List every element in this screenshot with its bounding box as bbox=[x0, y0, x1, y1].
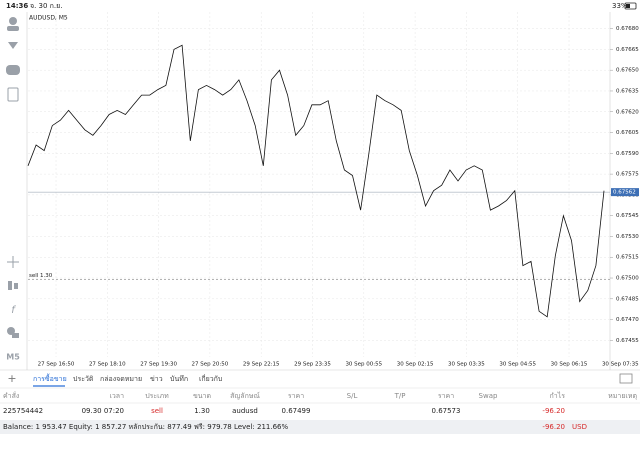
table-cell: audusd bbox=[232, 407, 258, 415]
footer-profit: -96.20 bbox=[542, 423, 565, 431]
candles-icon[interactable] bbox=[8, 281, 12, 290]
table-cell: 0.67499 bbox=[282, 407, 311, 415]
x-tick-label: 30 Sep 00:55 bbox=[345, 362, 382, 368]
x-tick-label: 27 Sep 19:30 bbox=[140, 362, 177, 368]
footer-summary: Balance: 1 953.47 Equity: 1 857.27 หลักป… bbox=[3, 423, 289, 431]
y-tick-label: 0.67470 bbox=[616, 317, 639, 323]
x-tick-label: 30 Sep 02:15 bbox=[397, 362, 434, 368]
table-header: ประเภท bbox=[145, 392, 169, 400]
y-tick-label: 0.67665 bbox=[616, 47, 639, 53]
tab[interactable]: ประวัติ bbox=[73, 375, 94, 383]
tab[interactable]: เกี่ยวกับ bbox=[199, 374, 222, 383]
crosshair-icon[interactable] bbox=[7, 256, 19, 268]
x-tick-label: 29 Sep 23:35 bbox=[294, 362, 331, 368]
indicator-icon[interactable]: f bbox=[11, 305, 16, 316]
status-battery: 33% bbox=[612, 2, 628, 10]
table-header: Swap bbox=[479, 392, 498, 400]
current-price-label: 0.67562 bbox=[613, 190, 636, 196]
table-header: ราคา bbox=[288, 392, 304, 400]
tab[interactable]: บันทึก bbox=[170, 374, 188, 383]
price-line bbox=[27, 44, 605, 318]
y-tick-label: 0.67590 bbox=[616, 151, 639, 157]
footer-band bbox=[0, 420, 640, 434]
x-tick-label: 30 Sep 06:15 bbox=[551, 362, 588, 368]
table-cell: sell bbox=[151, 407, 163, 415]
y-tick-label: 0.67620 bbox=[616, 109, 639, 115]
table-header: คำสั่ง bbox=[3, 391, 19, 400]
add-button[interactable]: + bbox=[7, 372, 16, 385]
table-cell: 0.67573 bbox=[432, 407, 461, 415]
x-tick-label: 30 Sep 04:55 bbox=[499, 362, 536, 368]
tab[interactable]: ข่าว bbox=[150, 375, 163, 383]
table-header: กำไร bbox=[550, 391, 566, 400]
account-icon-body bbox=[7, 26, 19, 31]
y-tick-label: 0.67455 bbox=[616, 338, 639, 344]
objects-icon-2 bbox=[12, 333, 19, 338]
footer-currency: USD bbox=[572, 423, 587, 431]
y-tick-label: 0.67545 bbox=[616, 213, 639, 219]
current-price-box bbox=[611, 188, 639, 197]
left-toolbar: f M5 bbox=[6, 17, 20, 362]
table-header: S/L bbox=[347, 392, 358, 400]
x-tick-label: 30 Sep 03:35 bbox=[448, 362, 485, 368]
table-cell: 1.30 bbox=[194, 407, 210, 415]
x-tick-label: 30 Sep 07:35 bbox=[602, 362, 639, 368]
tab[interactable]: การซื้อขาย bbox=[33, 372, 67, 383]
x-tick-label: 27 Sep 18:10 bbox=[89, 362, 126, 368]
order-line-label: sell 1.30 bbox=[29, 273, 53, 279]
status-time: 14:36 bbox=[6, 2, 28, 10]
orders-table: คำสั่ง เวลา ประเภท ขนาด สัญลักษณ์ ราคา S/L T/P ร… bbox=[0, 391, 640, 415]
layout-button[interactable] bbox=[619, 373, 633, 384]
table-cell: 09.30 07:20 bbox=[82, 407, 124, 415]
table-header: หมายเหตุ bbox=[608, 392, 637, 400]
chat-icon[interactable] bbox=[6, 65, 20, 75]
candles-icon-2 bbox=[14, 283, 18, 289]
y-tick-label: 0.67680 bbox=[616, 26, 639, 32]
x-tick-label: 27 Sep 16:50 bbox=[38, 362, 75, 368]
y-tick-label: 0.67575 bbox=[616, 172, 639, 178]
table-header: สัญลักษณ์ bbox=[230, 392, 260, 400]
x-tick-label: 27 Sep 20:50 bbox=[192, 362, 229, 368]
table-header: ราคา bbox=[438, 392, 454, 400]
table-cell: 225754442 bbox=[3, 407, 43, 415]
y-tick-label: 0.67500 bbox=[616, 276, 639, 282]
table-header: เวลา bbox=[109, 392, 124, 400]
y-tick-label: 0.67650 bbox=[616, 68, 639, 74]
table-cell: -96.20 bbox=[542, 407, 565, 415]
table-header: T/P bbox=[394, 392, 406, 400]
account-icon[interactable] bbox=[9, 17, 17, 25]
status-date: จ. 30 ก.ย. bbox=[30, 2, 62, 10]
y-tick-label: 0.67485 bbox=[616, 296, 639, 302]
battery-level bbox=[626, 4, 630, 8]
tab[interactable]: กล่องจดหมาย bbox=[100, 375, 142, 383]
tab-bar: การซื้อขาย ประวัติ กล่องจดหมาย ข่าว บันทึก เก… bbox=[33, 372, 222, 387]
trade-icon[interactable] bbox=[8, 42, 18, 49]
y-tick-label: 0.67515 bbox=[616, 255, 639, 261]
doc-icon[interactable] bbox=[7, 87, 19, 102]
battery-icon bbox=[624, 2, 637, 10]
y-tick-label: 0.67605 bbox=[616, 130, 639, 136]
timeframe-button[interactable]: M5 bbox=[6, 353, 20, 362]
x-tick-label: 29 Sep 22:15 bbox=[243, 362, 280, 368]
table-header: ขนาด bbox=[193, 392, 211, 400]
chart-title: AUDUSD, M5 bbox=[29, 15, 68, 22]
y-tick-label: 0.67635 bbox=[616, 88, 639, 94]
y-tick-label: 0.67530 bbox=[616, 234, 639, 240]
